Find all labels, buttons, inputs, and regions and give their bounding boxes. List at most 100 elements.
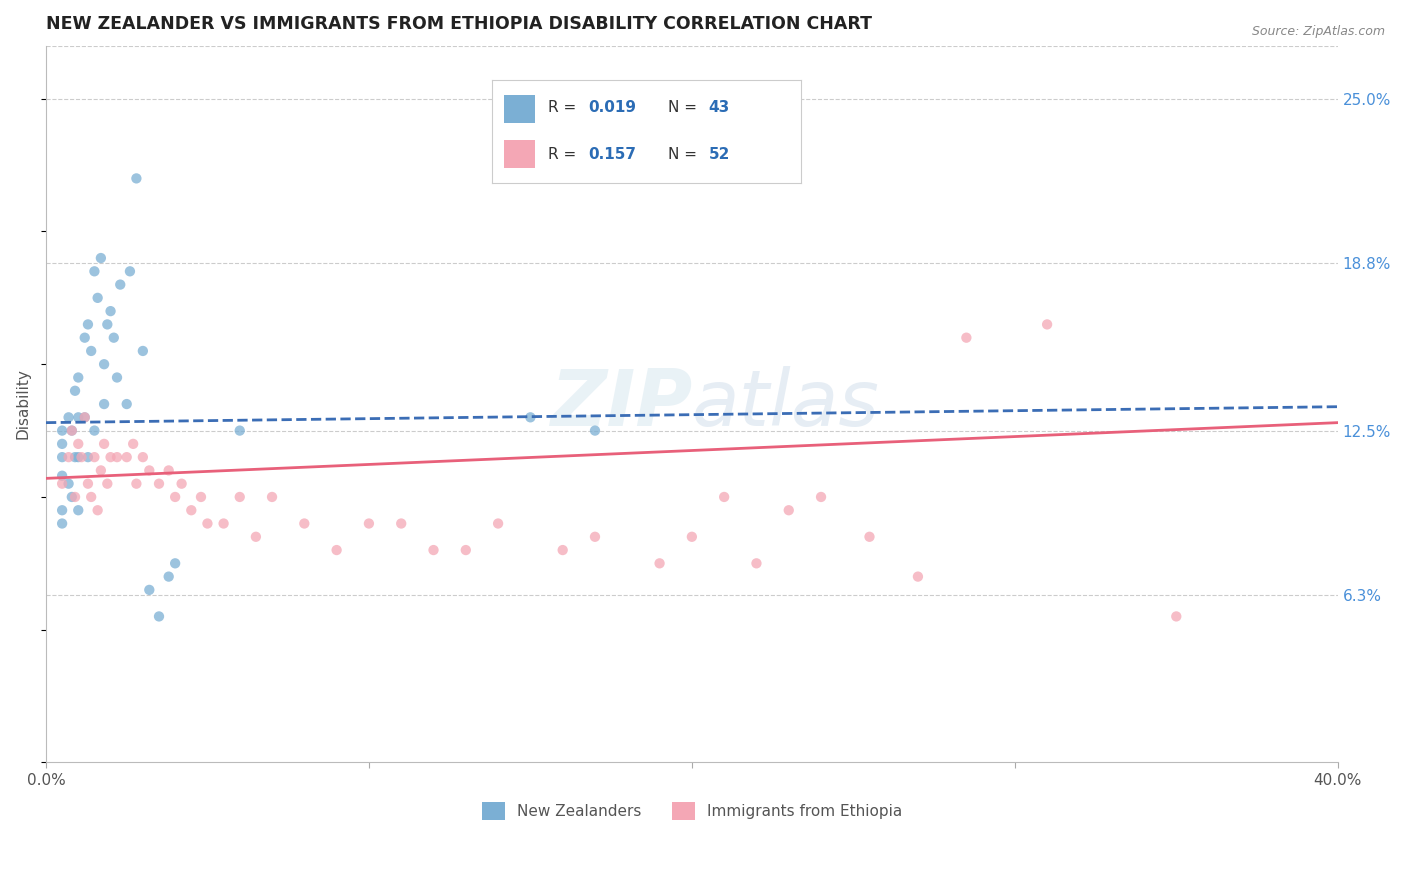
Point <box>122 437 145 451</box>
Point <box>486 516 509 531</box>
Text: NEW ZEALANDER VS IMMIGRANTS FROM ETHIOPIA DISABILITY CORRELATION CHART: NEW ZEALANDER VS IMMIGRANTS FROM ETHIOPI… <box>46 15 872 33</box>
Text: R =: R = <box>548 101 581 115</box>
Point <box>170 476 193 491</box>
Point <box>103 331 125 345</box>
Point <box>389 516 412 531</box>
Point <box>132 450 155 464</box>
Point <box>115 397 138 411</box>
Point <box>58 476 80 491</box>
Point <box>90 251 112 265</box>
Point <box>73 410 96 425</box>
Text: N =: N = <box>668 101 702 115</box>
Point <box>51 503 73 517</box>
Point <box>77 318 100 332</box>
Point <box>292 516 315 531</box>
Point <box>63 450 86 464</box>
Text: 52: 52 <box>709 146 730 161</box>
Text: 43: 43 <box>709 101 730 115</box>
Point <box>955 331 977 345</box>
Point <box>110 277 132 292</box>
Point <box>138 582 160 597</box>
Point <box>260 490 283 504</box>
Text: R =: R = <box>548 146 581 161</box>
Point <box>73 410 96 425</box>
Point <box>51 450 73 464</box>
Point <box>63 384 86 398</box>
Point <box>93 397 115 411</box>
Point <box>907 569 929 583</box>
Point <box>77 450 100 464</box>
Point <box>519 410 541 425</box>
Point <box>648 557 671 571</box>
Point <box>100 304 122 318</box>
Point <box>118 264 141 278</box>
Point <box>125 171 148 186</box>
Point <box>96 318 118 332</box>
Point <box>180 503 202 517</box>
Point <box>745 557 768 571</box>
Point <box>148 476 170 491</box>
Point <box>157 569 180 583</box>
Point <box>51 424 73 438</box>
Point <box>51 516 73 531</box>
Point <box>58 410 80 425</box>
Point <box>422 543 444 558</box>
FancyBboxPatch shape <box>505 140 536 169</box>
Point <box>245 530 267 544</box>
Point <box>1166 609 1188 624</box>
Point <box>100 450 122 464</box>
Point <box>132 343 155 358</box>
Point <box>1036 318 1059 332</box>
Text: Source: ZipAtlas.com: Source: ZipAtlas.com <box>1251 25 1385 38</box>
Point <box>583 530 606 544</box>
Point <box>190 490 212 504</box>
Point <box>51 476 73 491</box>
Point <box>229 424 252 438</box>
Point <box>67 503 90 517</box>
Point <box>138 463 160 477</box>
Point <box>77 476 100 491</box>
Point <box>80 343 103 358</box>
Point <box>105 370 128 384</box>
Point <box>60 424 83 438</box>
Point <box>357 516 380 531</box>
Point <box>325 543 347 558</box>
Point <box>681 530 703 544</box>
Point <box>115 450 138 464</box>
Point <box>165 557 187 571</box>
Point <box>73 331 96 345</box>
Point <box>148 609 170 624</box>
Point <box>583 424 606 438</box>
Point <box>60 424 83 438</box>
Point <box>93 357 115 371</box>
Point <box>67 437 90 451</box>
Point <box>67 450 90 464</box>
Point <box>157 463 180 477</box>
Point <box>125 476 148 491</box>
Text: 0.019: 0.019 <box>588 101 636 115</box>
Point <box>51 437 73 451</box>
Point <box>212 516 235 531</box>
Point <box>70 450 93 464</box>
Text: 0.157: 0.157 <box>588 146 636 161</box>
Point <box>83 450 105 464</box>
Point <box>63 490 86 504</box>
Point <box>58 450 80 464</box>
Point <box>197 516 219 531</box>
Y-axis label: Disability: Disability <box>15 368 30 440</box>
Point <box>810 490 832 504</box>
Point <box>60 490 83 504</box>
Point <box>454 543 477 558</box>
Point <box>90 463 112 477</box>
Point <box>858 530 880 544</box>
Point <box>713 490 735 504</box>
Text: ZIP: ZIP <box>550 366 692 442</box>
FancyBboxPatch shape <box>505 95 536 123</box>
Point <box>86 291 108 305</box>
Point <box>229 490 252 504</box>
Point <box>778 503 800 517</box>
Point <box>67 370 90 384</box>
Point <box>51 468 73 483</box>
Text: atlas: atlas <box>692 366 880 442</box>
Point <box>80 490 103 504</box>
